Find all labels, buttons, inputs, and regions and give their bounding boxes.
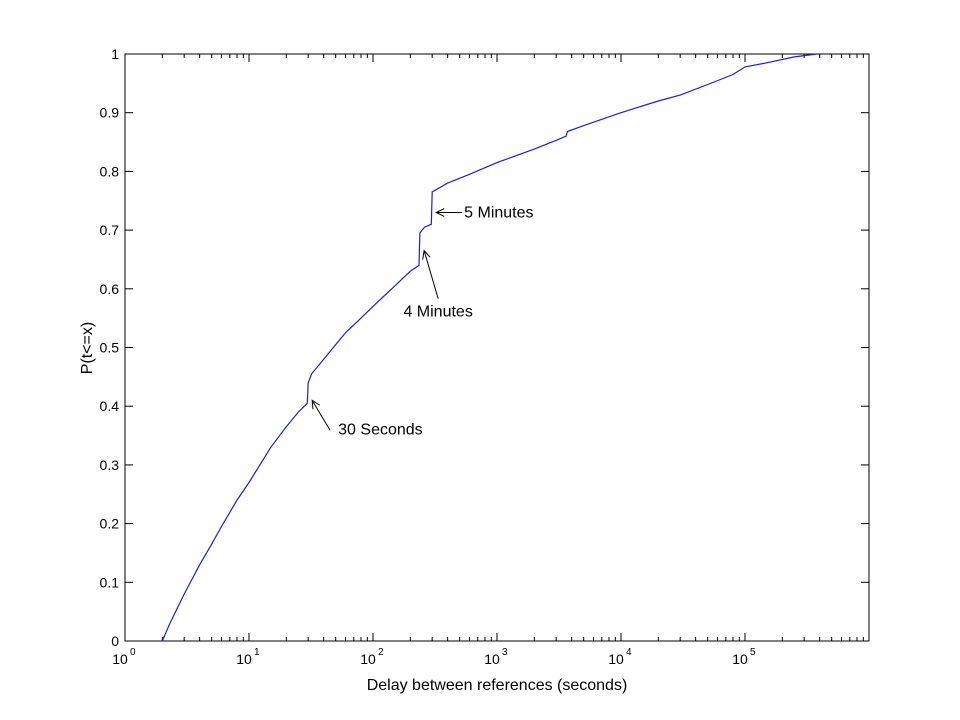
y-tick-label: 0.1	[100, 574, 120, 590]
y-tick-label: 0.6	[100, 281, 120, 297]
y-tick-label: 0.8	[100, 163, 120, 179]
annotation-arrow-head	[422, 249, 431, 260]
y-tick-label: 0.4	[100, 398, 120, 414]
annotation-label: 5 Minutes	[464, 204, 533, 221]
y-tick-label: 0.9	[100, 105, 120, 121]
y-tick-label: 0.7	[100, 222, 120, 238]
y-tick-label: 0.2	[100, 516, 120, 532]
x-axis-label: Delay between references (seconds)	[367, 677, 628, 694]
annotations: 30 Seconds 4 Minutes 5 Minutes	[311, 204, 534, 438]
x-tick-label: 10	[236, 651, 252, 667]
series-line	[161, 53, 817, 642]
x-tick-exponent: 1	[254, 647, 260, 658]
annotation-label: 4 Minutes	[403, 304, 472, 321]
y-tick-label: 1	[111, 46, 119, 62]
y-tick-label: 0.3	[100, 457, 120, 473]
plot-area	[124, 53, 870, 642]
x-tick-labels: 10 0 10 1 10 2 10 3 10 4 10 5	[112, 647, 756, 667]
y-tick-labels: 0 0.1 0.2 0.3 0.4 0.5 0.6 0.7 0.8 0.9 1	[100, 46, 120, 649]
y-axis-label: P(t<=x)	[79, 322, 96, 374]
x-tick-label: 10	[732, 651, 748, 667]
x-tick-label: 10	[360, 651, 376, 667]
x-tick-exponent: 2	[378, 647, 384, 658]
x-tick-exponent: 5	[750, 647, 756, 658]
x-tick-exponent: 4	[626, 647, 632, 658]
x-tick-label: 10	[608, 651, 624, 667]
x-tick-label: 10	[112, 651, 128, 667]
annotation-label: 30 Seconds	[338, 421, 423, 438]
y-tick-label: 0	[111, 633, 119, 649]
annotation-arrow-shaft	[311, 400, 331, 431]
y-tick-label: 0.5	[100, 340, 120, 356]
x-tick-exponent: 3	[502, 647, 508, 658]
annotation-arrow-head	[435, 208, 445, 217]
annotation-arrow-head	[311, 399, 320, 410]
annotation-arrow-shaft	[423, 250, 439, 299]
axis-ticks	[125, 53, 869, 642]
x-tick-label: 10	[484, 651, 500, 667]
x-tick-exponent: 0	[130, 647, 136, 658]
